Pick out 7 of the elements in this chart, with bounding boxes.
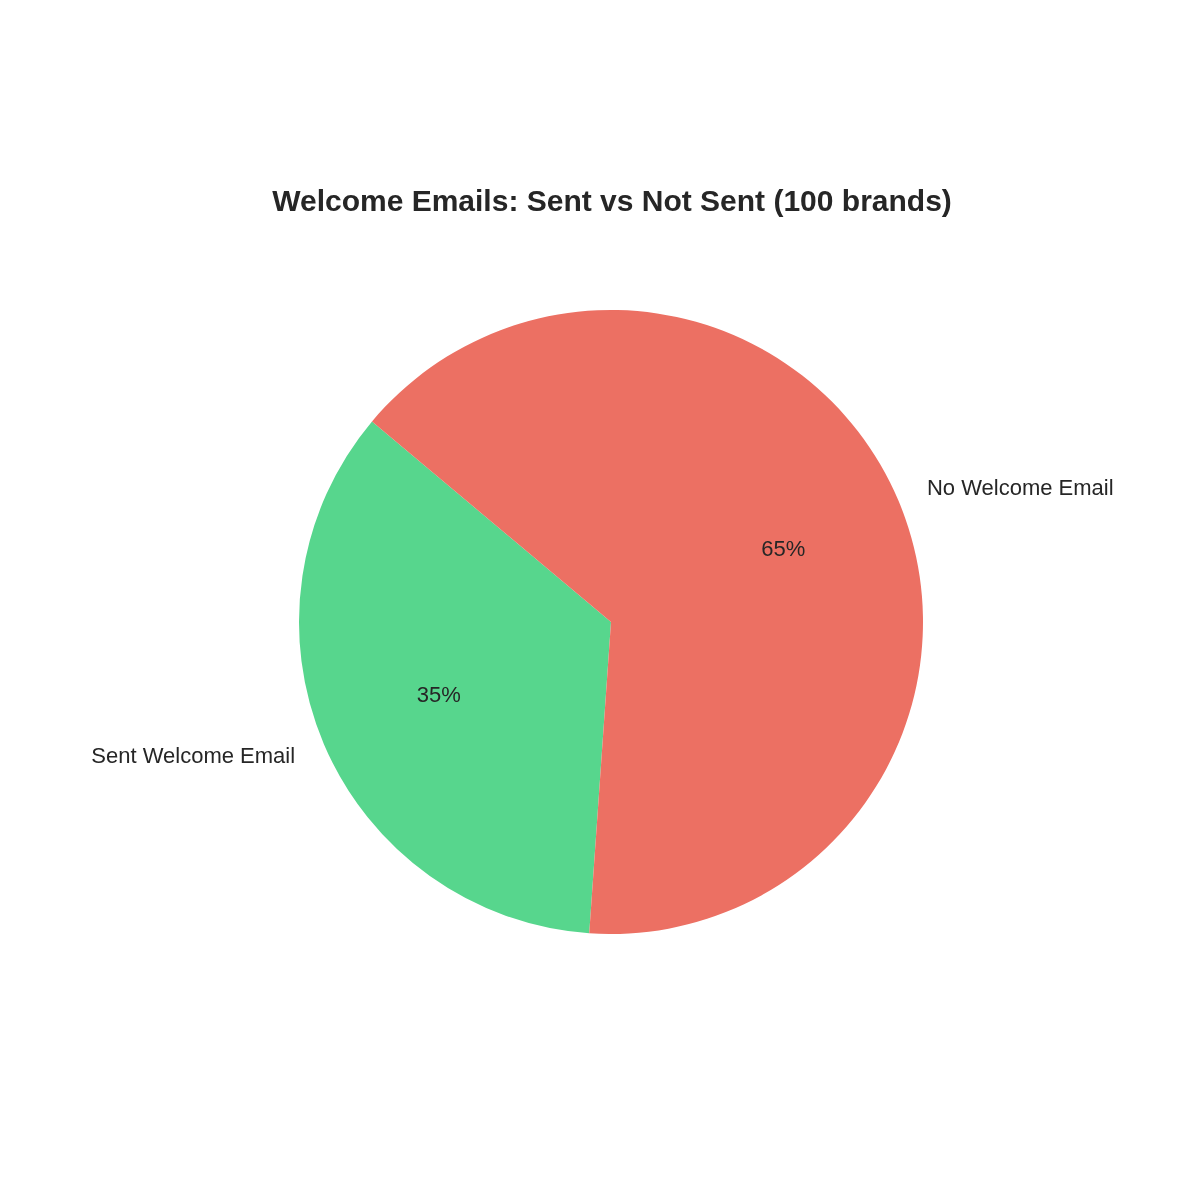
- pie-slice: [371, 310, 923, 934]
- pie-slice: [299, 421, 611, 934]
- chart-title: Welcome Emails: Sent vs Not Sent (100 brands): [272, 184, 952, 217]
- data-label: 65%: [761, 535, 806, 561]
- slice-label: Sent Welcome Email: [91, 743, 296, 769]
- data-label: 35%: [416, 682, 461, 708]
- slice-label: No Welcome Email: [926, 474, 1114, 500]
